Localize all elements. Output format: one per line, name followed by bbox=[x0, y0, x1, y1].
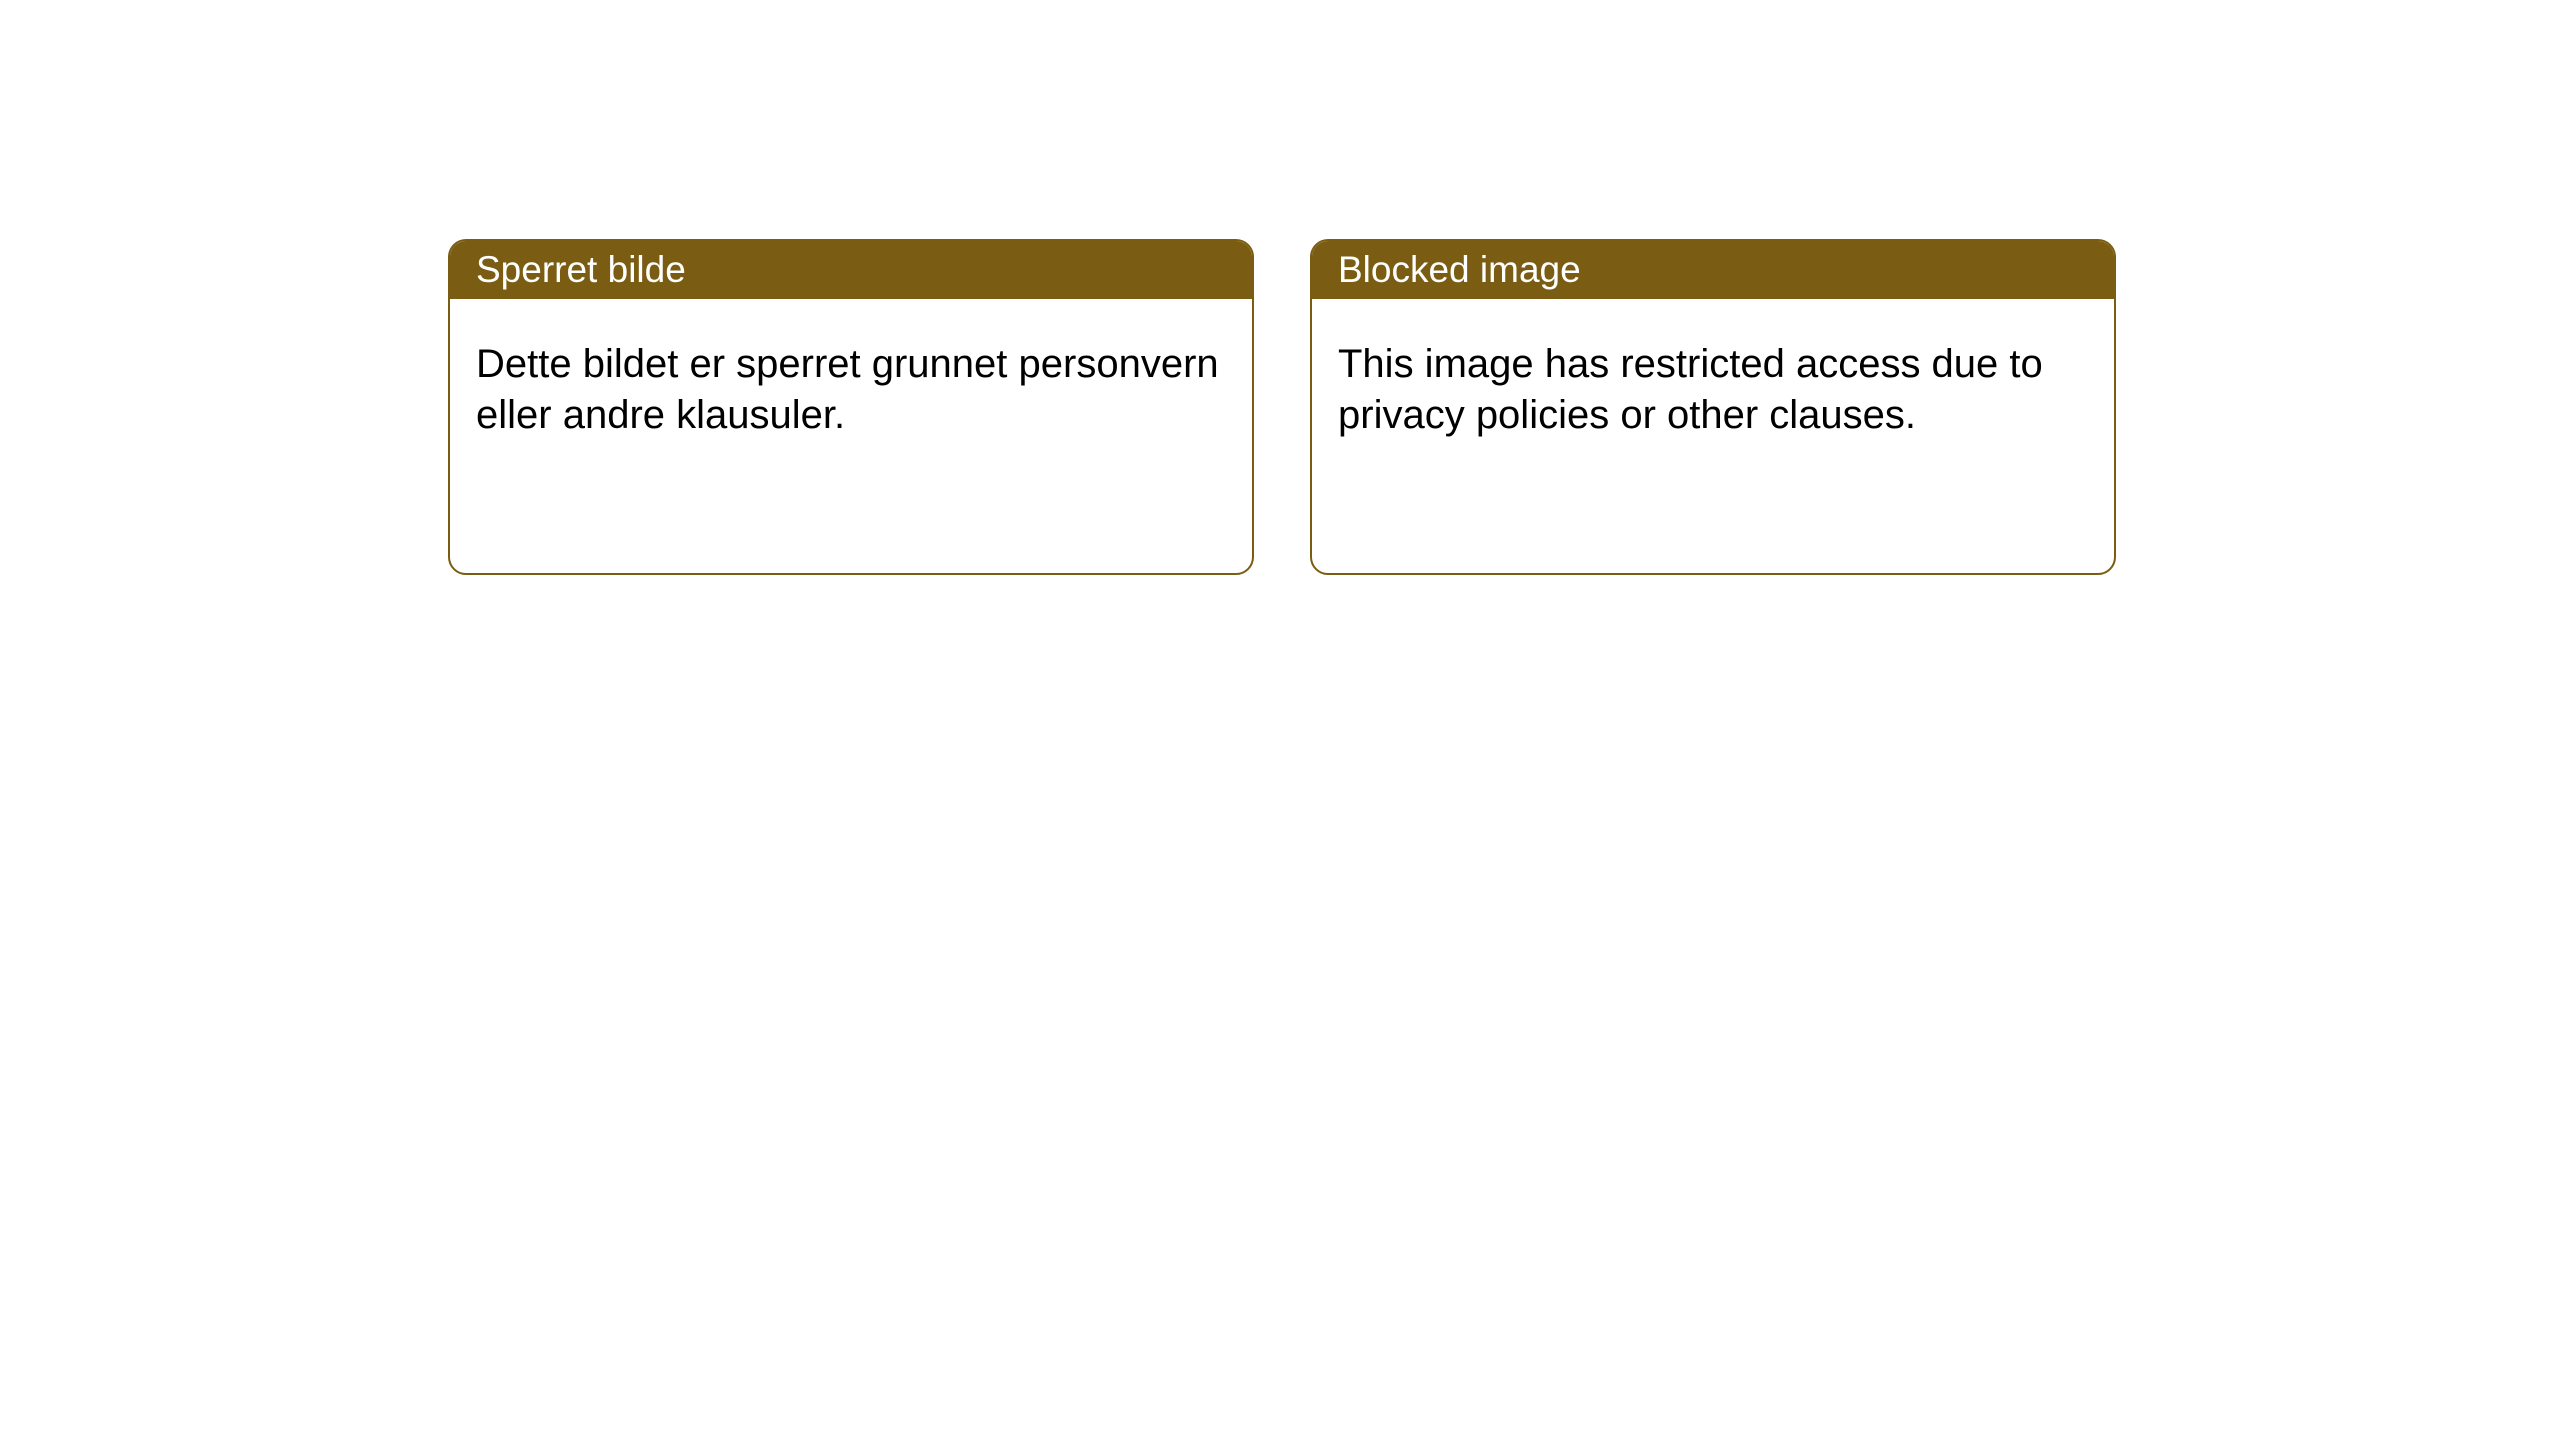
notice-card-english: Blocked image This image has restricted … bbox=[1310, 239, 2116, 575]
card-body: This image has restricted access due to … bbox=[1312, 299, 2114, 481]
card-title: Sperret bilde bbox=[476, 249, 686, 290]
card-body: Dette bildet er sperret grunnet personve… bbox=[450, 299, 1252, 481]
card-header: Blocked image bbox=[1312, 241, 2114, 299]
notice-card-norwegian: Sperret bilde Dette bildet er sperret gr… bbox=[448, 239, 1254, 575]
notice-cards-container: Sperret bilde Dette bildet er sperret gr… bbox=[448, 239, 2560, 575]
card-body-text: Dette bildet er sperret grunnet personve… bbox=[476, 342, 1219, 437]
card-body-text: This image has restricted access due to … bbox=[1338, 342, 2043, 437]
card-header: Sperret bilde bbox=[450, 241, 1252, 299]
card-title: Blocked image bbox=[1338, 249, 1581, 290]
